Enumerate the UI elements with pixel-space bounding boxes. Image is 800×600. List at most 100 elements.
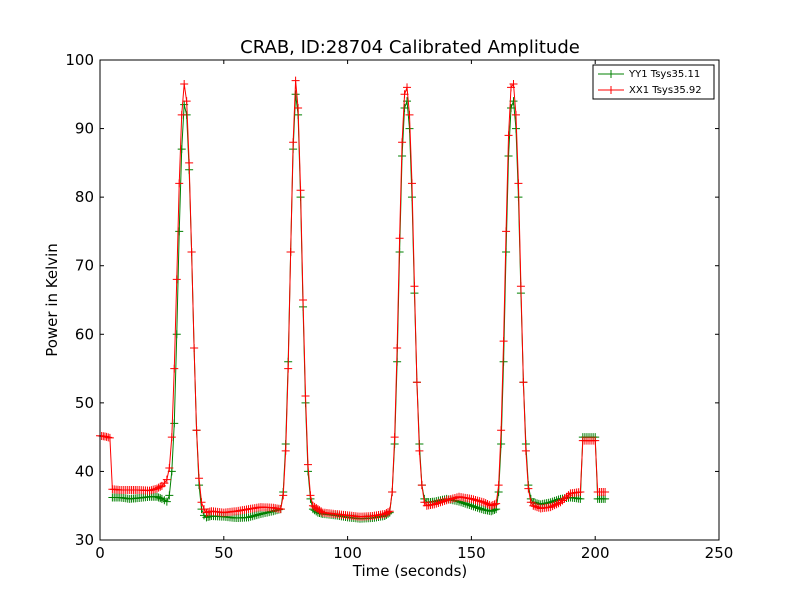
series-1-point: [514, 179, 523, 188]
series-0-point: [601, 494, 610, 503]
series-0-point: [170, 419, 179, 428]
series-1-point: [393, 344, 402, 352]
series-1-point: [317, 507, 326, 516]
series-1-point: [145, 486, 154, 495]
series-1-point: [385, 507, 394, 516]
series-1-point: [152, 484, 161, 493]
series-1-point: [382, 509, 391, 518]
series-1-point: [434, 498, 443, 507]
series-0-point: [467, 501, 476, 510]
series-0-point: [475, 504, 484, 513]
series-0-point: [177, 145, 186, 154]
series-1-point: [313, 505, 322, 514]
series-1-point: [151, 485, 160, 494]
series-1-point: [448, 494, 457, 503]
series-0-line: [112, 94, 606, 520]
x-tick-label: 50: [214, 544, 233, 562]
series-0-point: [477, 505, 486, 514]
legend: YY1 Tsys35.11 XX1 Tsys35.92: [592, 64, 715, 100]
series-1-point: [509, 80, 518, 88]
series-1-point: [511, 110, 520, 119]
series-0-point: [473, 503, 482, 512]
x-tick-label: 250: [705, 544, 734, 562]
series-1-point: [156, 482, 165, 491]
legend-entry-yy1: YY1 Tsys35.11: [598, 69, 700, 80]
series-1-point: [388, 488, 397, 496]
series-1-point: [175, 179, 184, 188]
series-1-point: [308, 501, 317, 510]
series-1-point: [187, 248, 196, 256]
y-tick-label: 80: [75, 188, 94, 206]
series-1-point: [438, 497, 447, 506]
series-1-point: [471, 496, 480, 504]
series-1-point: [165, 464, 174, 472]
legend-marker-yy1: [607, 70, 615, 78]
series-0-point: [152, 492, 161, 501]
series-1-point: [504, 131, 513, 140]
chart-title: CRAB, ID:28704 Calibrated Amplitude: [240, 37, 580, 58]
plot-frame: [99, 59, 720, 541]
series-1-point: [407, 179, 416, 188]
series-1-point: [494, 481, 503, 490]
series-1-point: [430, 500, 439, 509]
series-1-point: [195, 474, 204, 483]
series-0-point: [254, 510, 263, 519]
series-1-point: [279, 491, 288, 500]
legend-label-yy1: YY1 Tsys35.11: [628, 69, 700, 80]
series-0-point: [250, 511, 259, 520]
series-0-point: [252, 511, 261, 520]
series-1-point: [301, 392, 310, 400]
series-1-point: [149, 485, 158, 494]
series-1-point: [384, 508, 393, 517]
series-0-point: [246, 512, 255, 521]
series-1-point: [281, 446, 290, 455]
x-tick-label: 100: [333, 544, 362, 562]
series-1-point: [564, 491, 573, 500]
series-1-point: [533, 503, 542, 512]
series-1-point: [105, 433, 114, 442]
series-1-point: [601, 488, 610, 496]
series-1-point: [180, 80, 189, 88]
legend-entry-xx1: XX1 Tsys35.92: [598, 85, 702, 96]
series-1-point: [516, 282, 525, 291]
series-1-point: [479, 498, 488, 507]
series-1-point: [177, 110, 186, 119]
series-0-point: [172, 330, 181, 339]
series-1-point: [558, 496, 567, 505]
series-1: [96, 76, 610, 521]
series-1-point: [524, 484, 533, 493]
series-1-point: [412, 378, 421, 387]
series-1-point: [552, 500, 561, 509]
series-1-point: [291, 76, 300, 85]
series-1-point: [450, 493, 459, 502]
y-tick-label: 50: [75, 394, 94, 412]
series-1-point: [499, 337, 508, 346]
series-1-point: [380, 509, 389, 518]
series-1-point: [531, 502, 540, 511]
series-1-point: [286, 248, 295, 256]
series-1-point: [284, 364, 293, 373]
series-1-point: [483, 500, 492, 508]
legend-label-xx1: XX1 Tsys35.92: [629, 85, 702, 96]
x-tick-label: 200: [581, 544, 610, 562]
series-1-point: [390, 433, 399, 442]
series-1-point: [497, 426, 506, 435]
series-1-point: [276, 505, 285, 514]
series-0-point: [175, 227, 184, 236]
series-1-point: [519, 378, 528, 387]
series-1-point: [162, 475, 171, 484]
series-1-point: [591, 436, 600, 445]
series-1-point: [289, 138, 298, 147]
series-0-point: [400, 104, 409, 112]
series-1-point: [546, 503, 555, 512]
series-0-point: [154, 493, 163, 502]
series-1-point: [521, 446, 530, 455]
series-0-point: [471, 503, 480, 512]
series-1-point: [502, 227, 511, 236]
series-1-point: [473, 496, 482, 505]
series-1-point: [303, 460, 312, 469]
series-0-point: [469, 502, 478, 511]
series-1-point: [395, 234, 404, 243]
y-tick-label: 40: [75, 462, 94, 480]
series-1-point: [440, 496, 449, 505]
